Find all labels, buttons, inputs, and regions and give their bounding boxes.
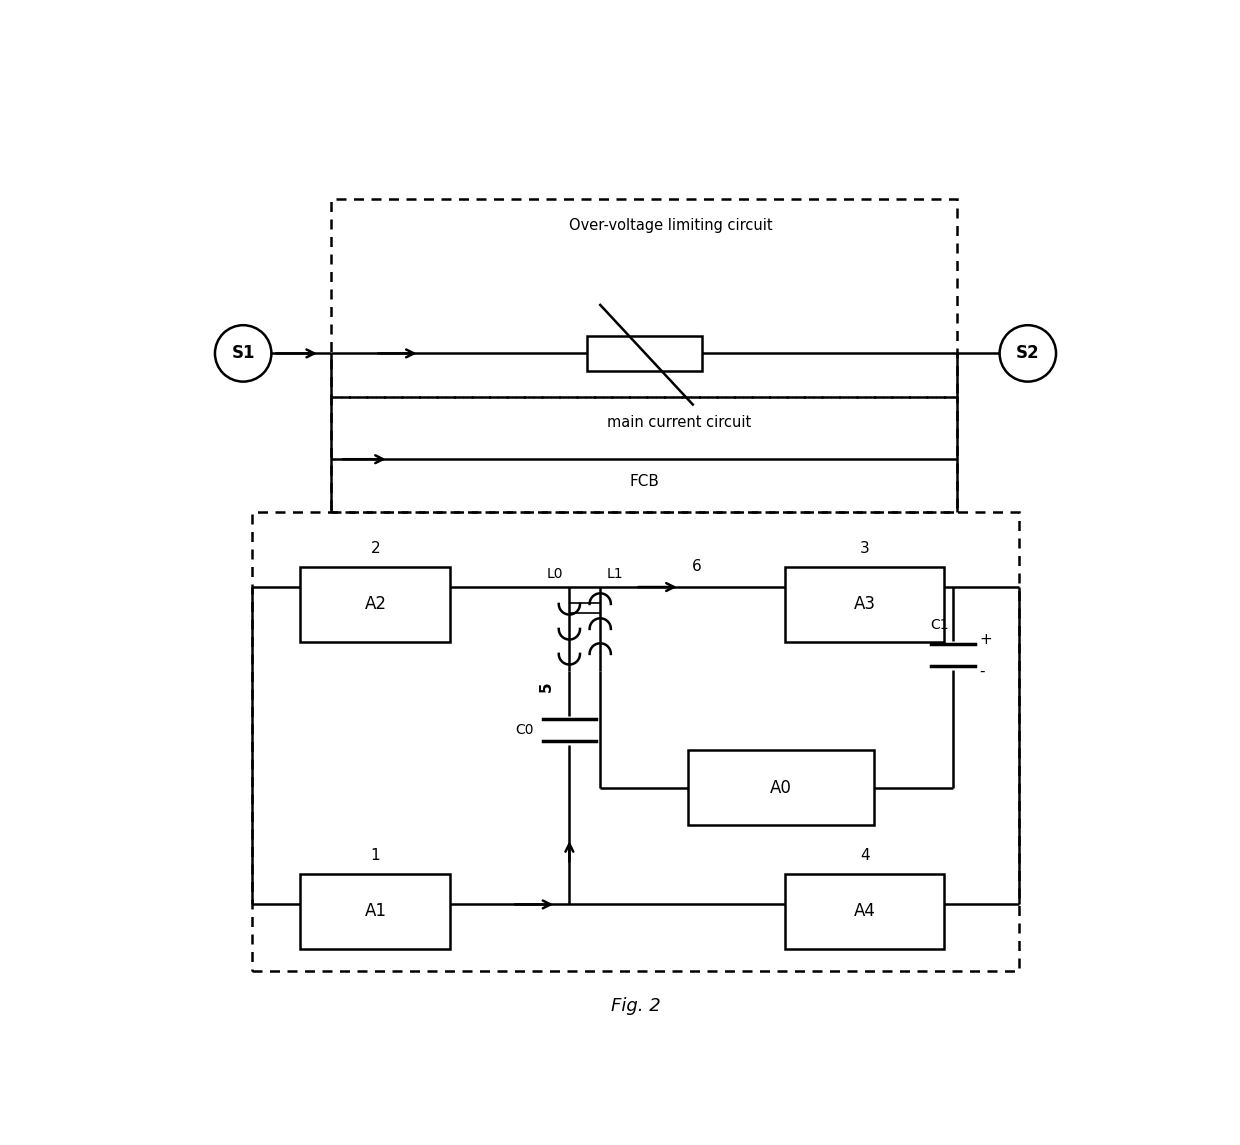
Text: S2: S2 <box>1016 345 1039 363</box>
Text: 6: 6 <box>692 559 702 574</box>
Text: 1: 1 <box>371 848 381 863</box>
Text: Fig. 2: Fig. 2 <box>610 997 661 1014</box>
Text: 4: 4 <box>859 848 869 863</box>
Text: A2: A2 <box>365 595 387 614</box>
Text: -: - <box>980 663 985 678</box>
Text: L1: L1 <box>606 567 622 581</box>
Text: 5: 5 <box>538 681 553 692</box>
Text: FCB: FCB <box>630 474 660 489</box>
Text: main current circuit: main current circuit <box>608 414 751 429</box>
Bar <box>252 512 1019 971</box>
Bar <box>587 335 702 371</box>
Circle shape <box>215 325 272 381</box>
Text: Over-voltage limiting circuit: Over-voltage limiting circuit <box>569 218 773 234</box>
Text: 2: 2 <box>371 542 381 556</box>
Bar <box>300 874 450 948</box>
Bar <box>300 567 450 641</box>
Circle shape <box>999 325 1056 381</box>
Text: C0: C0 <box>516 724 534 737</box>
Text: S1: S1 <box>232 345 255 363</box>
Text: 3: 3 <box>859 542 869 556</box>
Text: A1: A1 <box>365 902 387 921</box>
Bar <box>785 567 944 641</box>
Bar <box>785 874 944 948</box>
Text: +: + <box>980 632 992 647</box>
Text: L0: L0 <box>547 567 563 581</box>
Bar <box>331 397 957 512</box>
Text: A0: A0 <box>770 779 792 797</box>
Text: C1: C1 <box>930 618 949 632</box>
Bar <box>331 199 957 397</box>
Text: A3: A3 <box>853 595 875 614</box>
Bar <box>688 750 873 826</box>
Text: A4: A4 <box>854 902 875 921</box>
